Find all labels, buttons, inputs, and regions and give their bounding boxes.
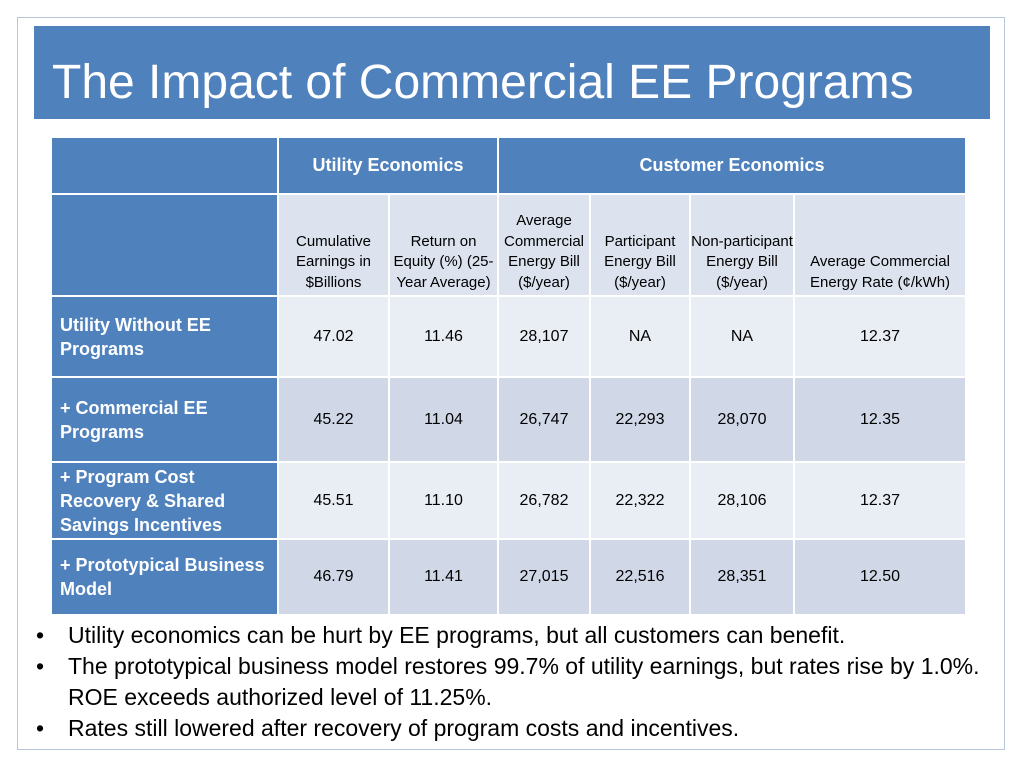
table-cell: 12.37 bbox=[792, 295, 968, 378]
bullet-dot: • bbox=[36, 622, 45, 648]
slide-title: The Impact of Commercial EE Programs bbox=[52, 56, 914, 109]
row-label: Utility Without EE Programs bbox=[50, 295, 279, 378]
table-cell: 27,015 bbox=[497, 538, 591, 616]
bullet-item: • Rates still lowered after recovery of … bbox=[36, 713, 996, 744]
table-cell: 11.46 bbox=[388, 295, 499, 378]
table-cell: 22,293 bbox=[589, 376, 691, 463]
title-bar: The Impact of Commercial EE Programs bbox=[34, 26, 990, 119]
table-cell: 47.02 bbox=[277, 295, 390, 378]
economics-table: Utility Economics Customer Economics Cum… bbox=[50, 136, 968, 616]
customer-economics-header: Customer Economics bbox=[496, 136, 968, 195]
table-row: + Program Cost Recovery & Shared Savings… bbox=[50, 461, 968, 540]
table-cell: 11.10 bbox=[388, 461, 499, 540]
utility-economics-header: Utility Economics bbox=[277, 136, 499, 195]
table-cell: 26,747 bbox=[497, 376, 591, 463]
row-label: + Commercial EE Programs bbox=[50, 376, 279, 463]
bullet-item: • The prototypical business model restor… bbox=[36, 651, 996, 713]
table-cell: 11.41 bbox=[388, 538, 499, 616]
table-cell: 28,070 bbox=[689, 376, 795, 463]
table-cell: 45.51 bbox=[277, 461, 390, 540]
table-cell: NA bbox=[689, 295, 795, 378]
table-cell: 12.50 bbox=[792, 538, 968, 616]
bullet-list: • Utility economics can be hurt by EE pr… bbox=[36, 620, 996, 744]
table-cell: 12.35 bbox=[792, 376, 968, 463]
table-row: Utility Without EE Programs 47.02 11.46 … bbox=[50, 295, 968, 378]
bullet-text: Rates still lowered after recovery of pr… bbox=[68, 715, 740, 741]
bullet-dot: • bbox=[36, 715, 45, 741]
table-row: + Prototypical Business Model 46.79 11.4… bbox=[50, 538, 968, 616]
table-cell: 11.04 bbox=[388, 376, 499, 463]
bullet-text: Utility economics can be hurt by EE prog… bbox=[68, 622, 846, 648]
table-cell: 46.79 bbox=[277, 538, 390, 616]
table-cell: 22,322 bbox=[589, 461, 691, 540]
table-cell: 28,106 bbox=[689, 461, 795, 540]
table-cell: NA bbox=[589, 295, 691, 378]
row-label: + Program Cost Recovery & Shared Savings… bbox=[50, 461, 279, 540]
column-header-average-bill: Average Commercial Energy Bill ($/year) bbox=[497, 193, 591, 297]
bullet-text: The prototypical business model restores… bbox=[68, 653, 980, 710]
column-header-participant-bill: Participant Energy Bill ($/year) bbox=[589, 193, 691, 297]
table-cell: 28,107 bbox=[497, 295, 591, 378]
column-header-non-participant-bill: Non-participant Energy Bill ($/year) bbox=[689, 193, 795, 297]
table-cell: 28,351 bbox=[689, 538, 795, 616]
table-cell: 12.37 bbox=[792, 461, 968, 540]
column-header-return-on-equity: Return on Equity (%) (25-Year Average) bbox=[388, 193, 499, 297]
table-row: + Commercial EE Programs 45.22 11.04 26,… bbox=[50, 376, 968, 463]
row-label: + Prototypical Business Model bbox=[50, 538, 279, 616]
bullet-item: • Utility economics can be hurt by EE pr… bbox=[36, 620, 996, 651]
corner-cell bbox=[50, 136, 279, 195]
column-header-cumulative-earnings: Cumulative Earnings in $Billions bbox=[277, 193, 390, 297]
table-cell: 22,516 bbox=[589, 538, 691, 616]
group-header-row: Utility Economics Customer Economics bbox=[50, 136, 968, 195]
table-cell: 45.22 bbox=[277, 376, 390, 463]
column-header-blank bbox=[50, 193, 279, 297]
bullet-dot: • bbox=[36, 653, 45, 679]
slide-frame bbox=[17, 17, 1005, 750]
column-header-row: Cumulative Earnings in $Billions Return … bbox=[50, 193, 968, 297]
column-header-average-rate: Average Commercial Energy Rate (¢/kWh) bbox=[792, 193, 968, 297]
table-cell: 26,782 bbox=[497, 461, 591, 540]
